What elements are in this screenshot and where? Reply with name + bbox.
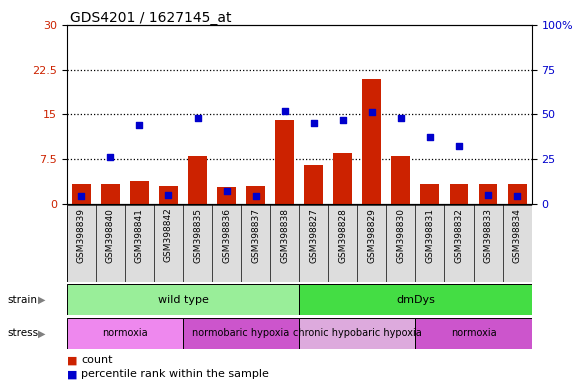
Bar (333, 153, 352, 204)
Text: percentile rank within the sample: percentile rank within the sample (81, 369, 269, 379)
Bar (275, 120, 294, 204)
Text: GSM398835: GSM398835 (193, 208, 202, 263)
Text: GSM398827: GSM398827 (309, 208, 318, 263)
Point (483, 192, 493, 198)
Text: GSM398828: GSM398828 (338, 208, 347, 263)
Text: GSM398831: GSM398831 (425, 208, 435, 263)
Point (193, 115, 202, 121)
Point (251, 193, 260, 199)
Bar (304, 165, 323, 204)
Bar (67, 318, 183, 349)
Point (512, 193, 522, 199)
Bar (188, 156, 207, 204)
Text: GSM398839: GSM398839 (77, 208, 86, 263)
Bar (183, 318, 299, 349)
Point (367, 109, 376, 116)
Text: GSM398830: GSM398830 (396, 208, 406, 263)
Bar (479, 184, 497, 204)
Text: GDS4201 / 1627145_at: GDS4201 / 1627145_at (70, 11, 231, 25)
Text: normoxia: normoxia (451, 328, 496, 338)
Text: normobaric hypoxia: normobaric hypoxia (192, 328, 290, 338)
Text: normoxia: normoxia (102, 328, 148, 338)
Bar (72, 184, 91, 204)
Point (135, 122, 144, 128)
Text: GSM398840: GSM398840 (106, 208, 115, 263)
Point (309, 120, 318, 126)
Bar (299, 318, 415, 349)
Point (280, 108, 289, 114)
Bar (159, 186, 178, 204)
Point (338, 116, 347, 122)
Text: ▶: ▶ (38, 328, 45, 338)
Text: stress: stress (7, 328, 38, 338)
Bar (363, 79, 381, 204)
Point (425, 134, 435, 141)
Bar (508, 184, 526, 204)
Bar (299, 284, 532, 315)
Bar (450, 184, 468, 204)
Point (77, 193, 86, 199)
Bar (246, 186, 265, 204)
Bar (67, 284, 299, 315)
Text: ■: ■ (67, 369, 77, 379)
Bar (67, 205, 532, 282)
Text: GSM398836: GSM398836 (222, 208, 231, 263)
Point (222, 188, 231, 194)
Point (106, 154, 115, 160)
Point (164, 192, 173, 198)
Point (396, 115, 406, 121)
Text: GSM398834: GSM398834 (512, 208, 522, 263)
Text: GSM398841: GSM398841 (135, 208, 144, 263)
Bar (415, 318, 532, 349)
Text: chronic hypobaric hypoxia: chronic hypobaric hypoxia (293, 328, 422, 338)
Text: ■: ■ (67, 355, 77, 365)
Bar (217, 187, 236, 204)
Bar (421, 184, 439, 204)
Text: GSM398829: GSM398829 (367, 208, 376, 263)
Text: GSM398842: GSM398842 (164, 208, 173, 263)
Bar (101, 184, 120, 204)
Text: strain: strain (7, 295, 37, 305)
Text: count: count (81, 355, 113, 365)
Text: GSM398833: GSM398833 (483, 208, 493, 263)
Text: GSM398838: GSM398838 (280, 208, 289, 263)
Point (454, 143, 464, 149)
Text: GSM398837: GSM398837 (251, 208, 260, 263)
Text: GSM398832: GSM398832 (454, 208, 464, 263)
Bar (130, 181, 149, 204)
Text: ▶: ▶ (38, 295, 45, 305)
Bar (392, 156, 410, 204)
Text: wild type: wild type (157, 295, 209, 305)
Text: dmDys: dmDys (396, 295, 435, 305)
